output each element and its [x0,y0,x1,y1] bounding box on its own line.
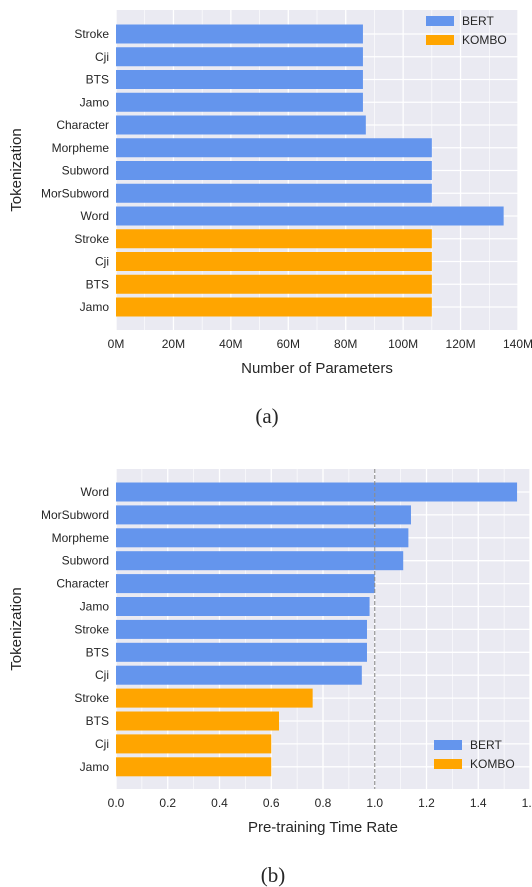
legend: BERT KOMBO [434,738,515,771]
y-tick-label: Character [56,577,109,591]
bar-bert-word [116,206,504,226]
y-tick-label: Jamo [80,760,110,774]
y-tick-label: Stroke [74,622,109,636]
y-tick-label: MorSubword [41,508,109,522]
legend-swatch [434,740,462,750]
bar-kombo-bts [116,274,432,294]
y-tick-label: Stroke [74,691,109,705]
bar-bert-morpheme [116,138,432,158]
y-tick-label: Jamo [80,600,110,614]
x-axis-label: Pre-training Time Rate [248,819,398,836]
bar-bert-bts [116,70,363,89]
bar-kombo-jamo [116,297,432,317]
bar-bert-bts [116,642,367,662]
bar-bert-cji [116,47,363,67]
y-tick-label: BTS [86,277,109,291]
legend-swatch [426,35,454,45]
bar-bert-word [116,482,518,502]
x-tick-label: 120M [446,337,476,351]
panel-caption: (a) [255,404,278,428]
chart-a: Stroke Cji BTS Jamo Character Morpheme Subword… [8,10,532,428]
bar-kombo-jamo [116,757,272,777]
x-tick-label: 60M [277,337,300,351]
legend-label: BERT [470,738,502,752]
x-tick-label: 0.6 [263,796,280,810]
legend-label: KOMBO [462,33,507,47]
x-tick-label: 0.2 [159,796,176,810]
y-tick-label: Subword [62,554,109,568]
bar-bert-character [116,574,375,594]
x-tick-label: 1.6 [522,796,532,810]
bar-bert-stroke [116,619,367,639]
x-tick-label: 1.2 [418,796,435,810]
legend-swatch [426,16,454,26]
y-tick-label: Stroke [74,27,109,41]
bar-bert-character [116,115,366,135]
y-tick-label: Cji [95,50,109,64]
bar-bert-subword [116,161,432,180]
y-tick-label: BTS [86,645,109,659]
chart-b: Word MorSubword Morpheme Subword Character Ja… [8,469,532,887]
y-tick-label: Cji [95,668,109,682]
legend-label: BERT [462,14,494,28]
bar-bert-morsubword [116,505,411,525]
y-tick-label: Word [81,485,109,499]
y-tick-label: Jamo [80,95,110,109]
bar-kombo-stroke [116,688,313,708]
x-tick-label: 20M [162,337,185,351]
bar-kombo-cji [116,252,432,271]
bar-kombo-stroke [116,229,432,249]
y-tick-label: BTS [86,73,109,87]
x-tick-label: 40M [219,337,242,351]
y-tick-label: BTS [86,714,109,728]
bar-kombo-cji [116,734,272,754]
x-tick-label: 1.4 [470,796,487,810]
x-tick-label: 0.0 [108,796,125,810]
bar-bert-subword [116,551,404,571]
bar-bert-cji [116,665,362,685]
y-tick-label: Morpheme [52,141,110,155]
y-tick-label: Subword [62,164,109,178]
x-tick-label: 80M [334,337,357,351]
y-tick-label: Cji [95,255,109,269]
x-tick-label: 0M [108,337,125,351]
y-tick-label: Jamo [80,300,110,314]
legend-swatch [434,759,462,769]
x-tick-label: 140M [503,337,532,351]
legend: BERT KOMBO [426,14,507,47]
bar-kombo-bts [116,711,280,731]
y-axis-label: Tokenization [8,128,25,211]
x-axis-label: Number of Parameters [241,360,393,377]
x-tick-label: 1.0 [366,796,383,810]
y-tick-label: Character [56,118,109,132]
y-tick-label: Cji [95,737,109,751]
y-tick-label: MorSubword [41,186,109,200]
bar-bert-morpheme [116,528,409,548]
x-tick-label: 0.4 [211,796,228,810]
bar-bert-jamo [116,597,370,616]
y-tick-label: Word [81,209,109,223]
y-axis-label: Tokenization [8,587,25,670]
bar-bert-morsubword [116,183,432,203]
y-tick-label: Stroke [74,232,109,246]
y-tick-label: Morpheme [52,531,110,545]
bar-bert-jamo [116,92,363,112]
legend-label: KOMBO [470,757,515,771]
x-tick-label: 100M [388,337,418,351]
panel-caption: (b) [261,863,286,887]
bar-bert-stroke [116,24,363,44]
x-tick-label: 0.8 [315,796,332,810]
